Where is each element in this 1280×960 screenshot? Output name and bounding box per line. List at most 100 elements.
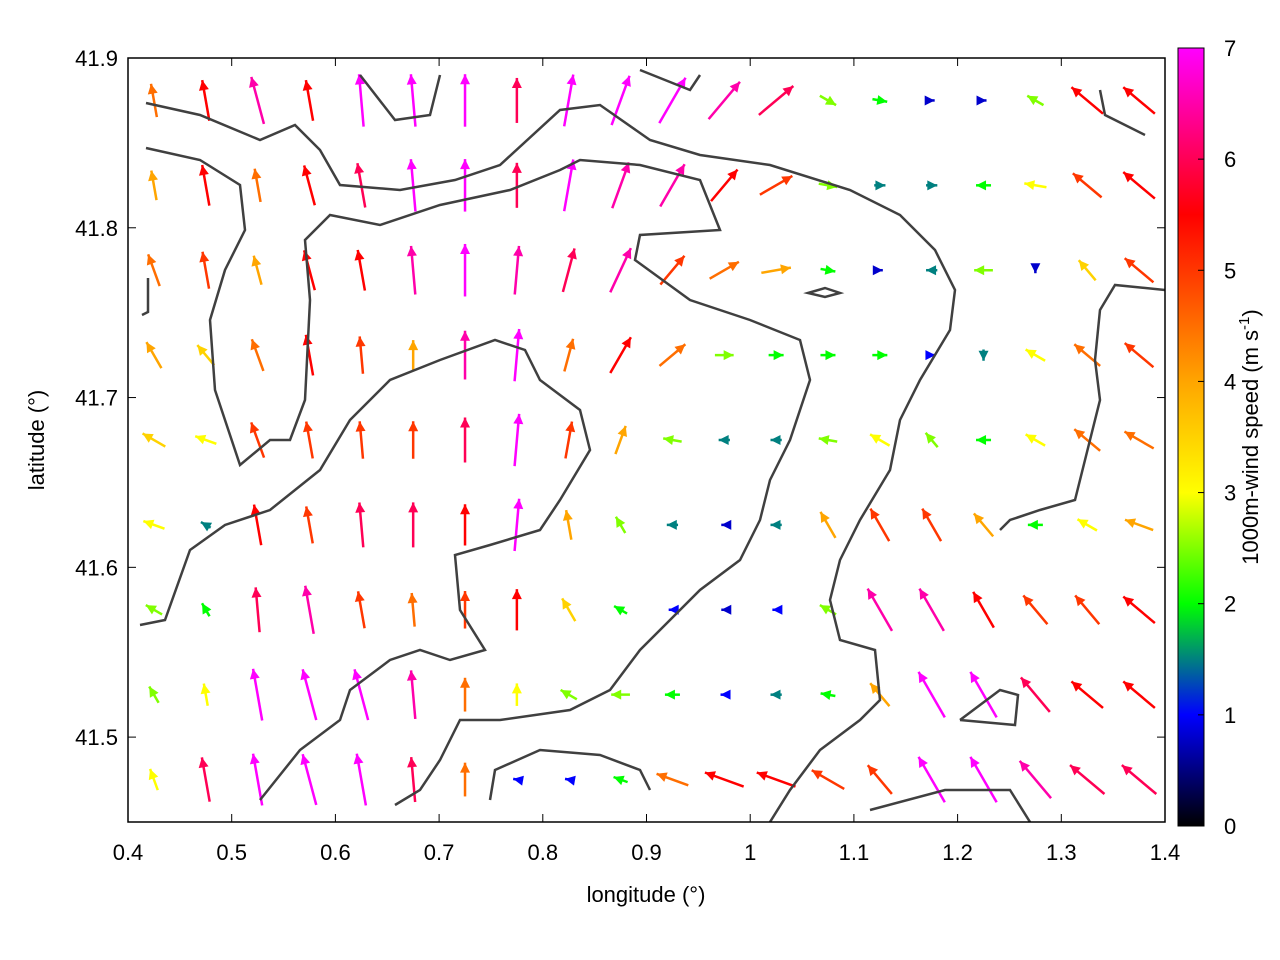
arrow-head [460, 243, 471, 254]
arrow-head [877, 350, 888, 361]
wind-arrow [874, 180, 886, 191]
arrow-head [919, 588, 929, 600]
wind-arrow [148, 768, 159, 791]
arrow-head [824, 264, 836, 275]
arrow-head [1019, 760, 1030, 772]
y-tick-label: 41.5 [75, 725, 118, 750]
arrow-head [1071, 681, 1083, 692]
arrow-head [406, 670, 417, 681]
wind-arrow [460, 417, 471, 463]
wind-arrow [460, 330, 471, 380]
wind-arrow [666, 519, 679, 530]
wind-arrow [354, 249, 367, 291]
arrow-head [353, 753, 364, 765]
arrow-head [727, 169, 738, 181]
arrow-head [1077, 519, 1089, 529]
wind-arrow [614, 425, 627, 455]
arrow-head [301, 165, 312, 177]
arrow-head [773, 350, 784, 361]
wind-arrow [1073, 428, 1101, 452]
arrow-head [1071, 87, 1083, 98]
arrow-head [511, 683, 522, 694]
coastline [639, 68, 702, 92]
arrow-head [615, 516, 626, 528]
wind-arrow [768, 350, 784, 361]
arrow-head [300, 669, 311, 681]
arrow-head [918, 756, 928, 768]
arrow-head [1024, 180, 1036, 191]
wind-arrow [866, 764, 893, 795]
arrow-head [251, 168, 262, 180]
arrow-head [674, 344, 686, 355]
wind-arrow [718, 435, 730, 445]
wind-arrow [513, 245, 524, 295]
y-tick-label: 41.8 [75, 216, 118, 241]
wind-arrow [1122, 86, 1156, 115]
wind-arrow [200, 602, 212, 617]
wind-arrow [460, 74, 471, 127]
arrow-head [924, 95, 935, 106]
wind-arrow [756, 771, 796, 788]
wind-arrow [976, 95, 987, 106]
arrow-head [970, 671, 980, 684]
wind-arrow [917, 756, 946, 803]
arrow-head [622, 248, 632, 260]
wind-arrow [559, 688, 578, 701]
wind-arrow [562, 509, 573, 540]
wind-arrow [250, 338, 265, 372]
arrow-head [202, 603, 212, 615]
wind-arrow [969, 756, 998, 803]
wind-arrow [301, 165, 317, 206]
colorbar-tick-label: 5 [1224, 258, 1236, 283]
wind-arrow [917, 671, 946, 719]
coastline [145, 101, 957, 822]
arrow-head [148, 170, 158, 182]
arrow-head [562, 510, 573, 521]
wind-arrow [511, 77, 522, 123]
wind-arrow [972, 591, 995, 629]
wind-arrow [408, 502, 419, 548]
arrow-head [974, 265, 985, 276]
arrow-head [781, 175, 793, 186]
colorbar-tick-label: 7 [1224, 36, 1236, 61]
arrow-head [870, 508, 880, 520]
wind-arrow [1025, 433, 1046, 447]
arrow-head [460, 417, 471, 428]
wind-arrow [972, 512, 995, 538]
wind-arrow [1024, 180, 1047, 191]
wind-arrow [869, 433, 891, 447]
wind-arrow [614, 516, 627, 534]
arrow-head [723, 350, 734, 361]
wind-arrow [613, 604, 628, 616]
wind-arrow [1070, 86, 1104, 115]
arrow-head [1023, 595, 1034, 607]
wind-arrow [811, 769, 845, 791]
wind-arrow [251, 587, 262, 633]
arrow-head [1025, 434, 1037, 444]
wind-arrow [918, 588, 945, 632]
arrow-head [770, 519, 781, 530]
colorbar-label-suffix: ) [1238, 309, 1263, 316]
wind-arrow [1076, 518, 1098, 532]
arrow-head [408, 340, 419, 351]
arrow-head [303, 506, 313, 518]
wind-arrow [1072, 172, 1103, 199]
colorbar-label-sup: -1 [1236, 317, 1253, 330]
wind-arrow [710, 168, 739, 202]
arrow-head [720, 689, 731, 700]
wind-arrow [460, 504, 471, 546]
arrow-head [460, 74, 471, 85]
x-tick-label: 1.4 [1150, 840, 1181, 865]
arrow-head [560, 689, 572, 700]
arrow-head [565, 338, 576, 350]
wind-arrow [1069, 764, 1106, 795]
arrow-head [1027, 519, 1038, 530]
wind-arrow [354, 162, 367, 208]
arrow-head [1123, 596, 1135, 607]
x-axis-label: longitude (°) [587, 882, 706, 907]
arrow-head [666, 519, 677, 530]
arrow-head [819, 605, 832, 615]
coastline [1098, 89, 1146, 137]
wind-arrow [613, 775, 629, 786]
arrow-head [925, 350, 936, 361]
